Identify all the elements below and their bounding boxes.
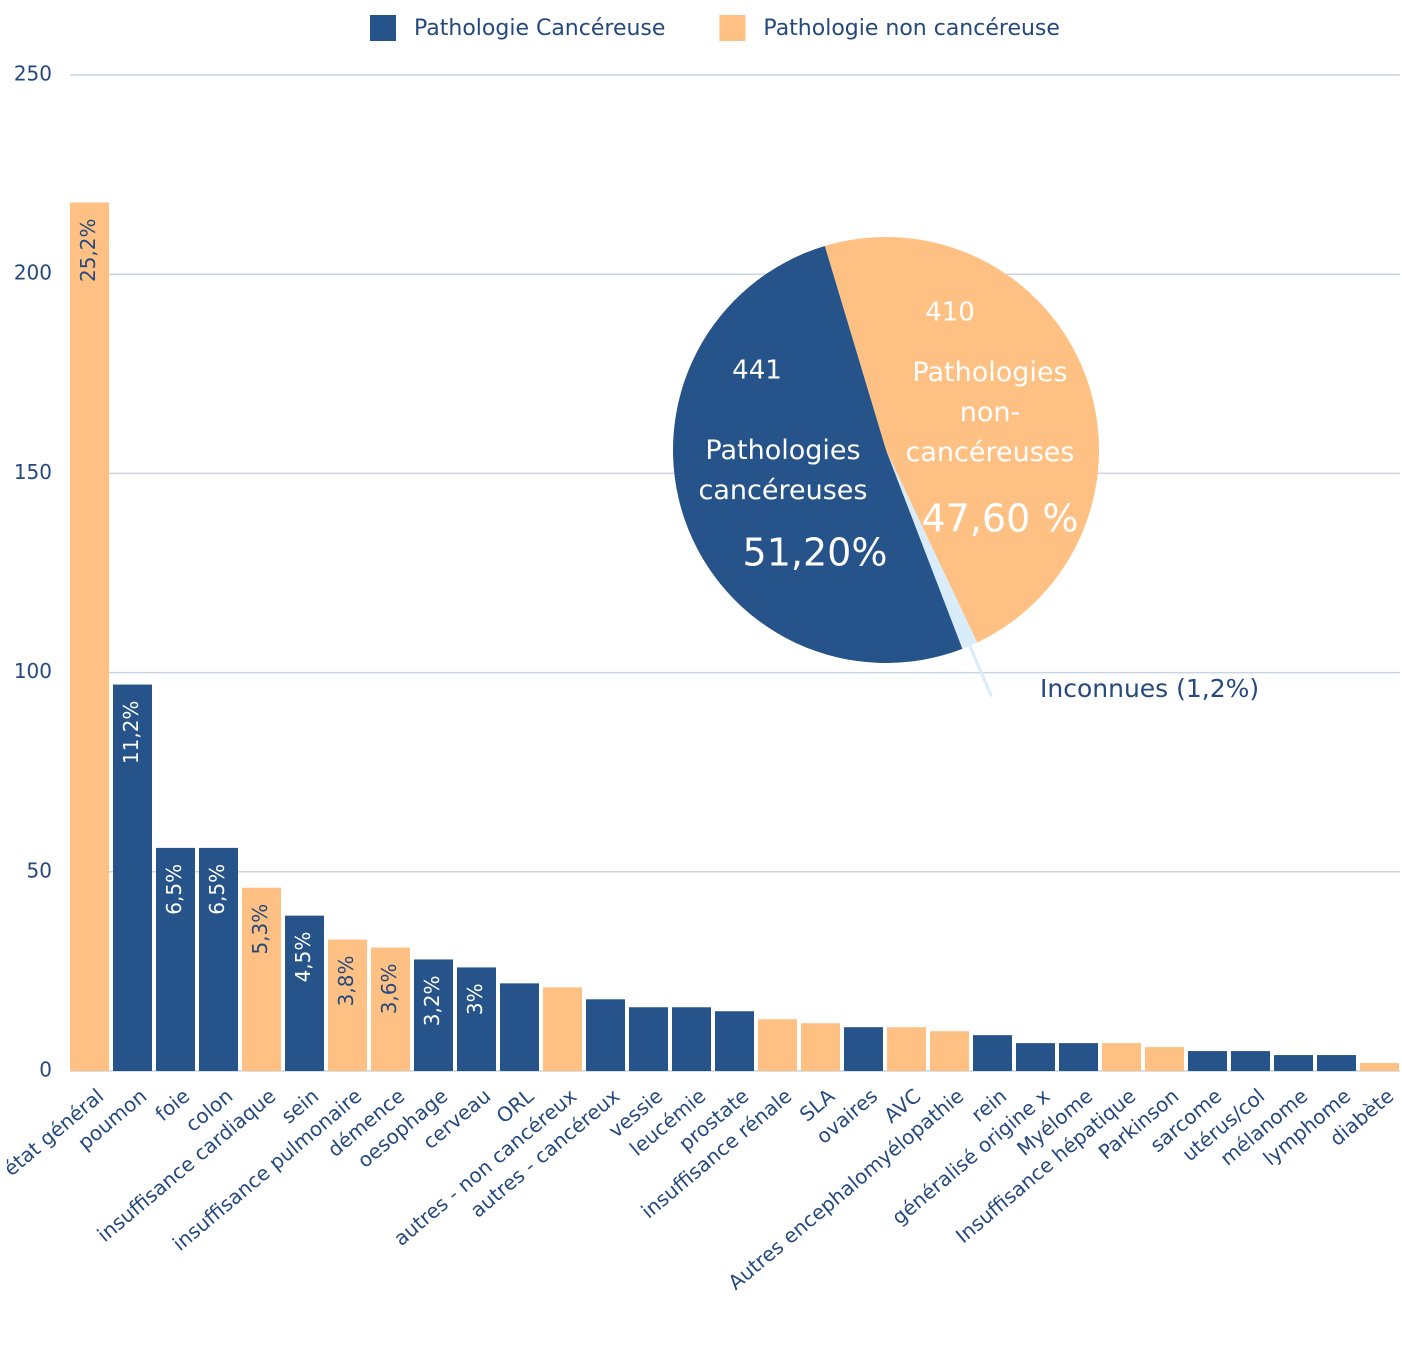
bar-label: 4,5% <box>291 932 315 983</box>
bar-label: 11,2% <box>119 701 143 765</box>
bar <box>586 999 625 1071</box>
pie-label: Pathologies cancéreuses <box>699 435 868 506</box>
y-tick-label: 250 <box>14 62 52 86</box>
bar-label: 3,8% <box>334 956 358 1007</box>
y-tick-label: 100 <box>14 659 52 683</box>
bar <box>1274 1055 1313 1071</box>
bar-label: 6,5% <box>205 864 229 915</box>
bar <box>1231 1051 1270 1071</box>
bar <box>414 959 453 1071</box>
bar <box>113 684 152 1071</box>
pie-count: 410 <box>925 298 975 328</box>
bar <box>156 847 195 1071</box>
leader-line <box>966 641 993 697</box>
bar <box>844 1027 883 1071</box>
bar <box>1360 1063 1399 1071</box>
bar <box>801 1023 840 1071</box>
bar-label: 3% <box>463 983 487 1015</box>
bar-label: 3,2% <box>420 975 444 1026</box>
bar <box>457 967 496 1071</box>
bar <box>1059 1043 1098 1071</box>
pie-slice <box>824 237 1099 643</box>
pie-value-label: 47,60 % <box>922 497 1079 541</box>
pie-label: Inconnues (1,2%) <box>1040 674 1259 703</box>
bar <box>371 947 410 1071</box>
bar <box>758 1019 797 1071</box>
bar <box>887 1027 926 1071</box>
bar <box>543 987 582 1071</box>
bar <box>285 915 324 1071</box>
y-tick-label: 150 <box>14 460 52 484</box>
bar-label: 6,5% <box>162 864 186 915</box>
y-tick-label: 200 <box>14 261 52 285</box>
pie-slice <box>886 450 978 649</box>
bar <box>500 983 539 1071</box>
bar <box>328 939 367 1071</box>
y-tick-label: 50 <box>27 858 52 882</box>
bar <box>1188 1051 1227 1071</box>
pie-slice <box>672 245 963 664</box>
pie-value-label: 51,20% <box>743 531 888 575</box>
bar-label: 3,6% <box>377 963 401 1014</box>
legend-swatch <box>719 15 746 41</box>
bar <box>1317 1055 1356 1071</box>
bar-label: 25,2% <box>76 218 100 282</box>
legend-label: Pathologie Cancéreuse <box>414 16 665 41</box>
bar <box>715 1011 754 1071</box>
bar <box>70 202 109 1071</box>
bar <box>672 1007 711 1071</box>
y-tick-label: 0 <box>39 1058 52 1082</box>
pie-count: 441 <box>732 356 782 386</box>
pie-label: Pathologies non-cancéreuses <box>906 357 1075 468</box>
bar <box>1145 1047 1184 1071</box>
bar-label: 5,3% <box>248 904 272 955</box>
bar <box>930 1031 969 1071</box>
bar <box>242 887 281 1071</box>
bar <box>973 1035 1012 1071</box>
legend-swatch <box>370 15 396 41</box>
bar <box>1016 1043 1055 1071</box>
bar <box>1102 1043 1141 1071</box>
legend-label: Pathologie non cancéreuse <box>763 16 1060 41</box>
bar <box>199 847 238 1071</box>
bar <box>629 1007 668 1071</box>
